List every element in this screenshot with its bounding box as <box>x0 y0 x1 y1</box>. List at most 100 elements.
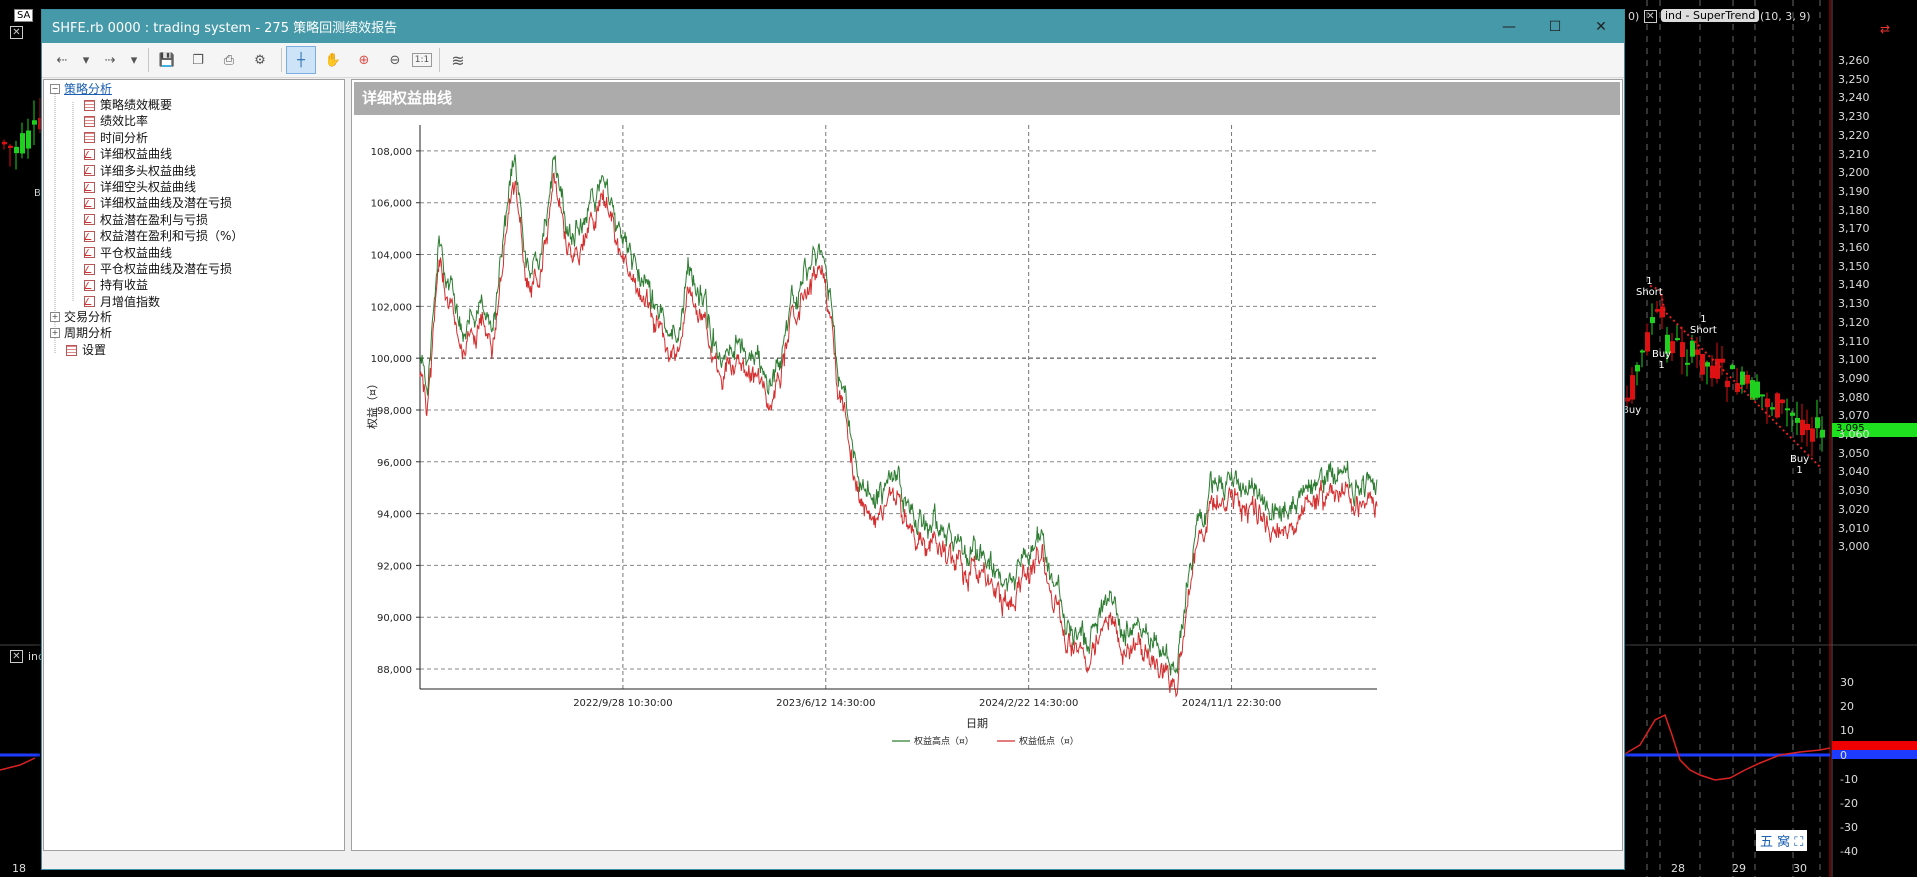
tree-node-label[interactable]: 详细多头权益曲线 <box>100 163 197 178</box>
date-tick-label: 18 <box>12 862 26 875</box>
crosshair-icon[interactable]: ┼ <box>286 46 316 74</box>
print-icon[interactable]: ⎙ <box>223 52 235 68</box>
price-candle <box>1680 342 1685 357</box>
tree-node-report-item[interactable]: 月增值指数 <box>84 293 160 311</box>
close-indicator-icon[interactable]: ✕ <box>10 650 23 663</box>
chart-icon <box>84 197 95 209</box>
tree-node-report-item[interactable]: 策略绩效概要 <box>84 96 172 114</box>
report-window: SHFE.rb 0000 : trading system - 275 策略回测… <box>41 9 1625 870</box>
price-tick-label: 3,120 <box>1838 315 1870 329</box>
tree-node-label[interactable]: 详细空头权益曲线 <box>100 180 197 194</box>
minimize-icon[interactable]: — <box>1502 18 1516 35</box>
price-candle <box>1660 306 1665 318</box>
tree-node-label[interactable]: 平仓权益曲线及潜在亏损 <box>100 262 233 276</box>
price-candle <box>1695 349 1700 355</box>
tree-node-period-analysis[interactable]: + 周期分析 <box>50 324 112 342</box>
bottom-icons[interactable]: 五 窝 ⛶ <box>1756 830 1808 851</box>
forward-dropdown-icon[interactable]: ▾ <box>130 52 138 68</box>
price-tick-label: 3,200 <box>1838 166 1870 180</box>
price-candle <box>1780 399 1785 404</box>
tree-node-label[interactable]: 持有收益 <box>100 278 149 293</box>
tree-node-label[interactable]: 设置 <box>82 343 107 357</box>
price-tick-label: 3,170 <box>1838 222 1870 236</box>
tree-node-report-item[interactable]: 平仓权益曲线 <box>84 244 172 262</box>
tree-node-report-item[interactable]: 详细空头权益曲线 <box>84 178 196 196</box>
tree-node-label[interactable]: 月增值指数 <box>100 294 161 309</box>
price-candle <box>1750 380 1755 400</box>
tree-node-label[interactable]: 绩效比率 <box>100 114 149 129</box>
price-candle <box>1755 381 1760 398</box>
tree-node-label[interactable]: 时间分析 <box>100 130 149 145</box>
panel-header: 详细权益曲线 <box>354 82 1620 115</box>
tree-node-label[interactable]: 详细权益曲线 <box>100 147 173 162</box>
zoom-in-icon[interactable]: ⊕ <box>358 52 370 68</box>
chart-icon <box>84 263 95 275</box>
tree-node-trade-analysis[interactable]: + 交易分析 <box>50 308 112 326</box>
tree-node-label[interactable]: 交易分析 <box>64 310 113 324</box>
tree-node-strategy-analysis[interactable]: − 策略分析 <box>50 80 112 98</box>
tree-node-label[interactable]: 权益潜在盈利与亏损 <box>100 212 209 227</box>
signal-text: Short <box>1636 287 1663 298</box>
price-candle <box>1625 397 1630 402</box>
price-candle <box>1725 380 1730 388</box>
arrow-icon: ⇄ <box>1880 22 1891 36</box>
trade-signal-label: Buy 1 <box>1652 349 1671 371</box>
tree-node-label[interactable]: 详细权益曲线及潜在亏损 <box>100 196 233 211</box>
expand-icon[interactable]: + <box>50 312 60 322</box>
tree-node-report-item[interactable]: 详细权益曲线 <box>84 145 172 163</box>
table-icon <box>84 115 95 127</box>
price-candle <box>1645 332 1650 352</box>
tree-node-report-item[interactable]: 绩效比率 <box>84 112 148 130</box>
tree-node-report-item[interactable]: 权益潜在盈利和亏损（%） <box>84 227 243 245</box>
price-candle <box>1800 419 1805 436</box>
maximize-icon[interactable]: ☐ <box>1548 18 1562 35</box>
collapse-icon[interactable]: − <box>50 84 60 94</box>
chart-icon <box>84 279 95 291</box>
price-candle <box>1745 374 1750 384</box>
price-candle <box>1775 393 1780 418</box>
partial-left-text: 0) <box>1628 10 1640 23</box>
close-indicator-icon[interactable]: ✕ <box>10 26 23 39</box>
y-tick-label: 102,000 <box>371 302 412 313</box>
zoom-out-icon[interactable]: ⊖ <box>389 52 401 68</box>
tree-node-report-item[interactable]: 时间分析 <box>84 129 148 147</box>
price-candle <box>1795 417 1800 423</box>
save-icon[interactable]: 💾 <box>158 52 176 68</box>
indicator-tick-label: 10 <box>1840 724 1854 738</box>
price-tick-label: 3,010 <box>1838 521 1870 535</box>
y-tick-label: 106,000 <box>371 199 412 210</box>
close-supertrend-icon[interactable]: ✕ <box>1644 10 1657 23</box>
toolbar: ⇠ ▾ ⇢ ▾ 💾 ❐ ⎙ ⚙ ┼ ✋ ⊕ ⊖ 1:1 ≋ <box>42 43 1624 78</box>
price-candle <box>1810 428 1815 442</box>
chart-style-icon[interactable]: ≋ <box>451 50 465 70</box>
settings-icon[interactable]: ⚙ <box>254 52 266 68</box>
price-candle <box>1700 354 1705 375</box>
equity-curve-chart[interactable]: 88,000 90,000 92,000 94,000 96,000 98,000 100,… <box>352 117 1620 847</box>
copy-icon[interactable]: ❐ <box>192 52 204 68</box>
tree-node-label[interactable]: 策略绩效概要 <box>100 98 173 112</box>
tree-node-settings[interactable]: 设置 <box>66 341 106 359</box>
tree-node-label[interactable]: 策略分析 <box>64 82 113 96</box>
close-icon[interactable]: ✕ <box>1595 18 1607 35</box>
tree-node-label[interactable]: 周期分析 <box>64 326 113 340</box>
back-icon[interactable]: ⇠ <box>56 52 68 68</box>
forward-icon[interactable]: ⇢ <box>104 52 116 68</box>
pan-icon[interactable]: ✋ <box>324 52 342 68</box>
tree-node-report-item[interactable]: 详细多头权益曲线 <box>84 162 196 180</box>
zoom-reset-button[interactable]: 1:1 <box>412 53 432 67</box>
price-tick-label: 3,180 <box>1838 203 1870 217</box>
back-dropdown-icon[interactable]: ▾ <box>82 52 90 68</box>
price-candle <box>1760 394 1765 397</box>
tree-node-report-item[interactable]: 详细权益曲线及潜在亏损 <box>84 194 232 212</box>
signal-text: 1 <box>1796 465 1803 476</box>
tree-node-label[interactable]: 平仓权益曲线 <box>100 245 173 260</box>
price-candle <box>1635 364 1640 372</box>
price-candle <box>1715 358 1720 379</box>
expand-icon[interactable]: + <box>50 328 60 338</box>
tree-node-report-item[interactable]: 平仓权益曲线及潜在亏损 <box>84 260 232 278</box>
tree-node-report-item[interactable]: 持有收益 <box>84 276 148 294</box>
tree-node-label[interactable]: 权益潜在盈利和亏损（%） <box>100 229 244 244</box>
price-candle <box>38 117 43 130</box>
table-icon <box>66 344 77 356</box>
tree-node-report-item[interactable]: 权益潜在盈利与亏损 <box>84 211 208 229</box>
